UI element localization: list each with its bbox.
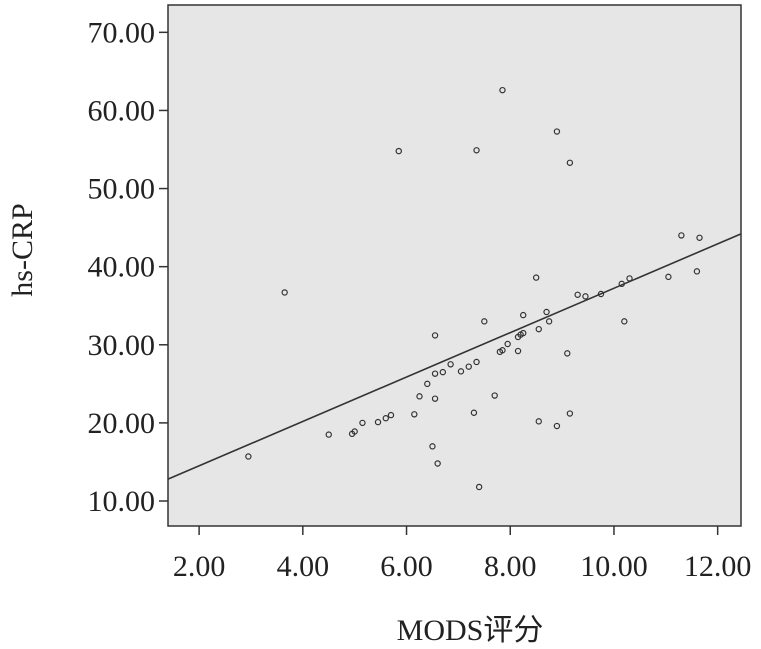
data-point xyxy=(431,395,439,402)
data-point xyxy=(621,318,628,325)
y-axis-title: hs-CRP xyxy=(6,203,39,296)
data-point xyxy=(395,147,402,155)
data-point xyxy=(566,159,574,166)
x-tick-label: 12.00 xyxy=(684,550,752,583)
data-point xyxy=(439,368,447,376)
x-axis-ticks: 2.00 4.00 6.00 8.00 10.00 12.00 xyxy=(173,526,752,583)
data-point xyxy=(359,419,366,427)
data-point xyxy=(416,393,423,400)
data-point xyxy=(447,361,454,368)
data-point xyxy=(499,347,506,354)
x-axis-title: MODS评分 xyxy=(397,614,544,647)
data-point xyxy=(678,232,685,239)
data-point xyxy=(553,422,561,430)
x-tick-label: 10.00 xyxy=(580,550,648,583)
plot-area xyxy=(167,4,742,527)
y-axis-ticks: 10.00 20.00 30.00 40.00 50.00 60.00 70.00 xyxy=(88,16,168,518)
data-point xyxy=(618,280,625,288)
data-point xyxy=(535,418,542,425)
y-tick-label: 70.00 xyxy=(88,16,156,49)
data-point xyxy=(566,410,574,417)
data-point xyxy=(491,392,498,399)
data-point xyxy=(473,358,480,366)
x-tick-label: 2.00 xyxy=(173,550,226,583)
data-point xyxy=(535,325,542,333)
data-point xyxy=(431,370,439,377)
y-tick-label: 30.00 xyxy=(88,329,156,362)
data-point xyxy=(626,275,633,282)
data-point xyxy=(429,443,436,450)
data-points xyxy=(245,86,703,491)
y-tick-label: 50.00 xyxy=(88,173,156,206)
data-point xyxy=(543,308,550,316)
data-point xyxy=(281,289,288,296)
data-point xyxy=(514,347,522,355)
data-point xyxy=(481,318,488,325)
data-point xyxy=(465,363,472,370)
data-point xyxy=(545,318,553,325)
data-point xyxy=(351,428,358,435)
data-point xyxy=(582,293,589,300)
y-tick-label: 20.00 xyxy=(88,407,156,440)
data-point xyxy=(553,128,561,135)
data-point xyxy=(564,350,571,357)
data-point xyxy=(532,274,540,281)
data-point xyxy=(696,234,703,241)
x-tick-label: 6.00 xyxy=(380,550,433,583)
data-point xyxy=(693,268,701,275)
data-point xyxy=(470,409,478,416)
data-point xyxy=(245,453,252,460)
y-tick-label: 10.00 xyxy=(88,485,156,518)
y-tick-label: 40.00 xyxy=(88,251,156,284)
data-point xyxy=(387,411,395,419)
data-point xyxy=(473,147,480,154)
data-point xyxy=(504,340,511,348)
data-point xyxy=(382,415,389,422)
x-tick-label: 8.00 xyxy=(484,550,537,583)
data-point xyxy=(520,329,527,337)
data-point xyxy=(574,291,581,298)
data-point xyxy=(374,418,382,426)
data-point xyxy=(520,311,527,319)
data-point xyxy=(597,290,605,298)
data-point xyxy=(325,431,332,438)
data-point xyxy=(434,460,441,467)
x-tick-label: 4.00 xyxy=(277,550,330,583)
data-point xyxy=(475,483,483,491)
data-point xyxy=(457,368,465,375)
regression-line xyxy=(167,233,742,480)
data-point xyxy=(499,86,506,94)
data-point xyxy=(665,273,672,281)
data-point xyxy=(431,332,439,339)
data-point xyxy=(411,411,418,418)
y-tick-label: 60.00 xyxy=(88,94,156,127)
data-point xyxy=(424,380,431,388)
